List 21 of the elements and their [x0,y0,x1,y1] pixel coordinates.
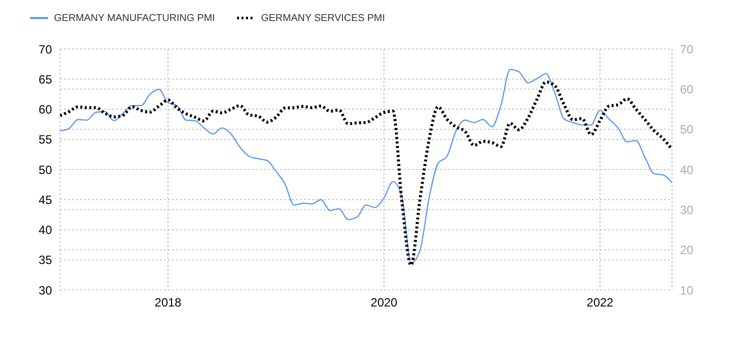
y-tick-label: 40 [38,223,52,238]
y2-tick-label: 70 [680,42,694,56]
legend-label: GERMANY SERVICES PMI [260,12,386,24]
y-tick-label: 50 [38,162,52,177]
y2-tick-label: 20 [680,243,694,258]
x-tick-label: 2020 [370,296,398,310]
x-tick-label: 2018 [154,296,182,310]
y-tick-label: 35 [38,253,52,268]
legend-label: GERMANY MANUFACTURING PMI [54,12,215,24]
y-tick-label: 70 [38,42,52,56]
y2-tick-label: 60 [680,82,694,96]
y-tick-label: 60 [38,102,52,117]
y2-tick-label: 40 [680,162,694,177]
y2-tick-label: 10 [680,283,694,298]
y-tick-label: 55 [38,132,52,147]
y-tick-label: 30 [38,283,52,298]
x-tick-label: 2022 [586,296,614,310]
y-tick-label: 65 [38,72,52,86]
y2-tick-label: 30 [680,202,694,217]
y2-tick-label: 50 [680,122,694,137]
y-tick-label: 45 [38,192,52,207]
